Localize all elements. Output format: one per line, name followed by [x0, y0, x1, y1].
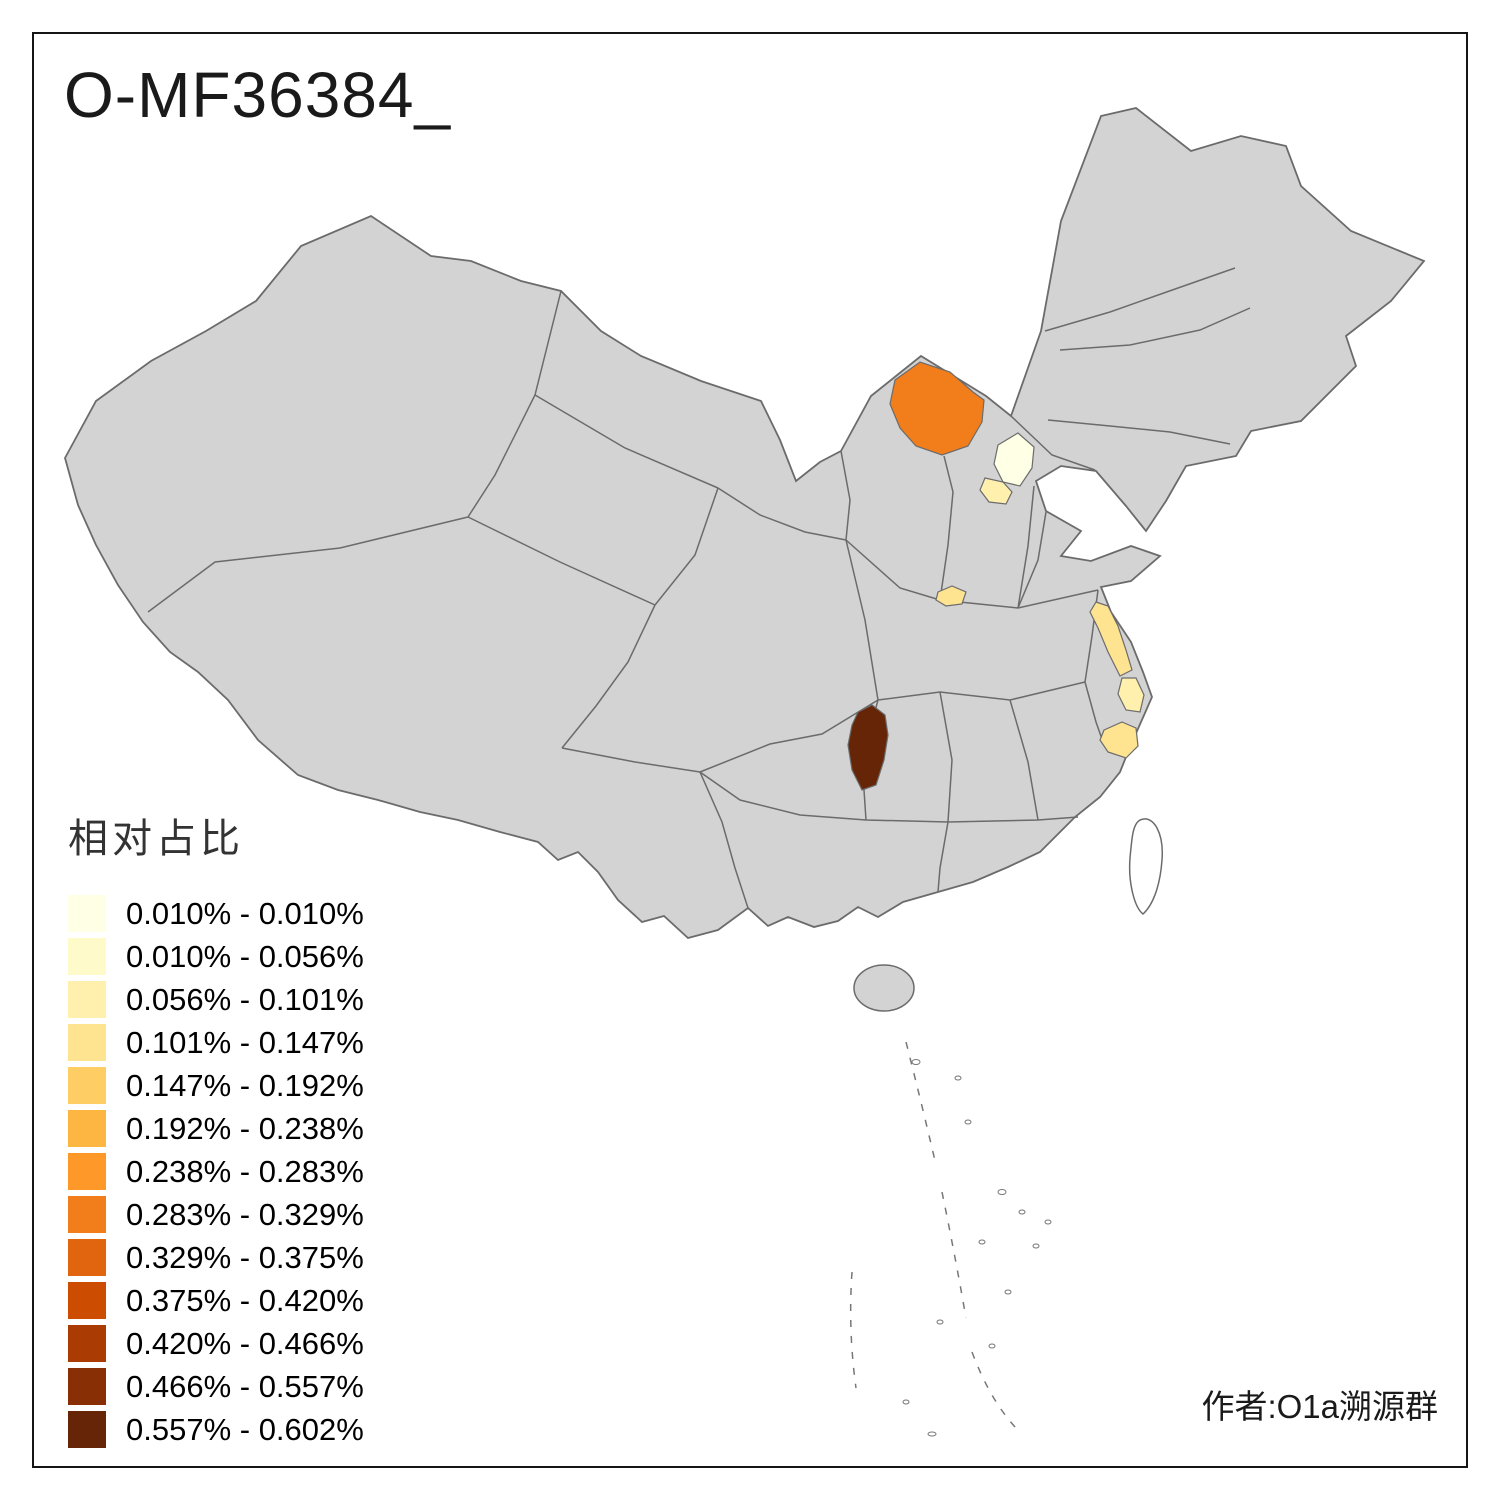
legend-swatch — [68, 1411, 106, 1448]
region-jiangsu-upper — [1089, 601, 1133, 677]
legend-label: 0.101% - 0.147% — [126, 1024, 364, 1060]
legend-item: 0.238% - 0.283% — [68, 1150, 364, 1193]
legend-item: 0.375% - 0.420% — [68, 1279, 364, 1322]
legend-item: 0.466% - 0.557% — [68, 1365, 364, 1408]
legend-label: 0.147% - 0.192% — [126, 1067, 364, 1103]
legend-swatch — [68, 1024, 106, 1061]
region-central-patch — [935, 585, 967, 607]
region-hebei-patch — [979, 477, 1013, 505]
legend-item: 0.557% - 0.602% — [68, 1408, 364, 1451]
legend-item: 0.420% - 0.466% — [68, 1322, 364, 1365]
legend-label: 0.010% - 0.010% — [126, 895, 364, 931]
plot-title: O-MF36384_ — [64, 59, 452, 131]
mainland-outline — [64, 107, 1426, 939]
credit-text: 作者:O1a溯源群 — [1201, 1388, 1438, 1425]
taiwan-island — [1128, 818, 1163, 915]
legend-item: 0.283% - 0.329% — [68, 1193, 364, 1236]
legend-label: 0.238% - 0.283% — [126, 1153, 364, 1189]
region-beijing — [993, 432, 1035, 487]
legend-swatch — [68, 1110, 106, 1147]
sea-islets — [902, 1059, 1052, 1437]
legend-items: 0.010% - 0.010% 0.010% - 0.056% 0.056% -… — [68, 892, 364, 1451]
legend-item: 0.101% - 0.147% — [68, 1021, 364, 1064]
legend-label: 0.557% - 0.602% — [126, 1411, 364, 1447]
legend: 相对占比 0.010% - 0.010% 0.010% - 0.056% 0.0… — [68, 806, 364, 1451]
legend-item: 0.329% - 0.375% — [68, 1236, 364, 1279]
hainan-island — [853, 964, 915, 1012]
legend-item: 0.056% - 0.101% — [68, 978, 364, 1021]
region-zhejiang — [1099, 721, 1139, 759]
highlight-regions — [847, 361, 1145, 791]
legend-item: 0.010% - 0.056% — [68, 935, 364, 978]
legend-swatch — [68, 1282, 106, 1319]
legend-swatch — [68, 1153, 106, 1190]
legend-title: 相对占比 — [68, 817, 244, 861]
legend-swatch — [68, 1239, 106, 1276]
legend-label: 0.466% - 0.557% — [126, 1368, 364, 1404]
legend-item: 0.147% - 0.192% — [68, 1064, 364, 1107]
legend-label: 0.283% - 0.329% — [126, 1196, 364, 1232]
legend-swatch — [68, 981, 106, 1018]
legend-label: 0.192% - 0.238% — [126, 1110, 364, 1146]
legend-label: 0.056% - 0.101% — [126, 981, 364, 1017]
legend-swatch — [68, 1067, 106, 1104]
legend-swatch — [68, 1368, 106, 1405]
south-china-sea-dashes — [849, 1041, 1017, 1429]
legend-item: 0.192% - 0.238% — [68, 1107, 364, 1150]
region-hunan-dark — [847, 704, 889, 791]
legend-label: 0.329% - 0.375% — [126, 1239, 364, 1275]
region-inner-mongolia — [889, 361, 985, 456]
legend-label: 0.375% - 0.420% — [126, 1282, 364, 1318]
province-borders — [147, 267, 1251, 909]
legend-label: 0.010% - 0.056% — [126, 938, 364, 974]
legend-label: 0.420% - 0.466% — [126, 1325, 364, 1361]
region-jiangsu-lower — [1117, 677, 1145, 713]
legend-swatch — [68, 1325, 106, 1362]
legend-swatch — [68, 938, 106, 975]
legend-item: 0.010% - 0.010% — [68, 892, 364, 935]
legend-swatch — [68, 1196, 106, 1233]
legend-swatch — [68, 895, 106, 932]
